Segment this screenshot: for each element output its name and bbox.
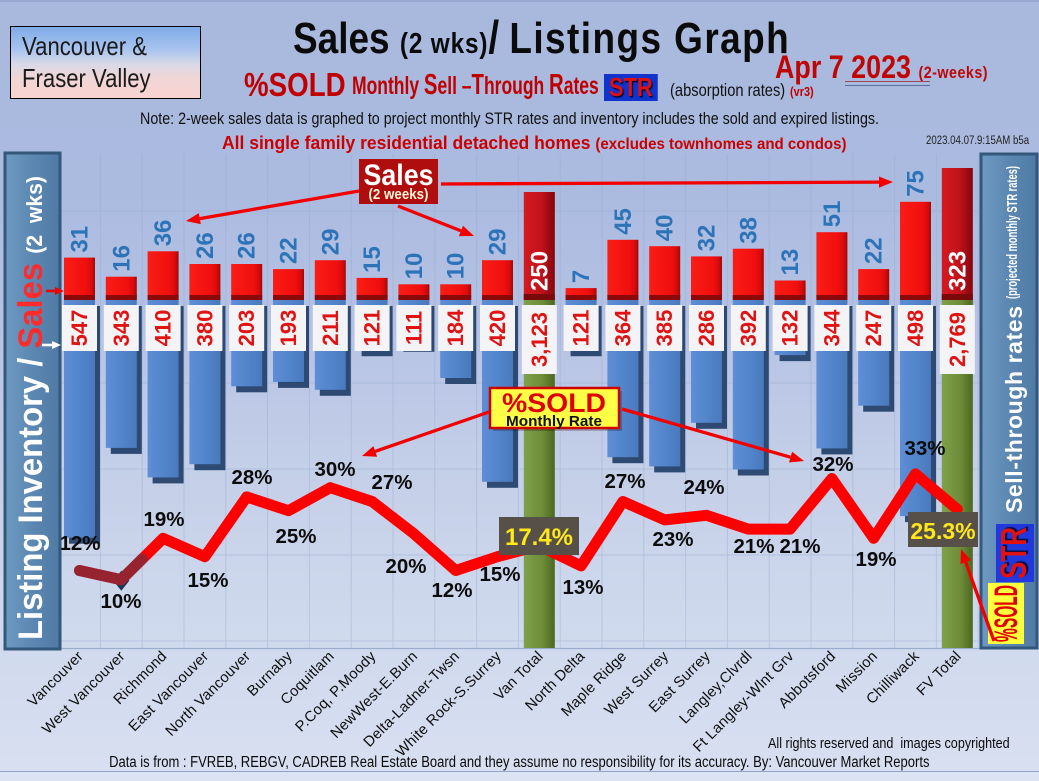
svg-text:17.4%: 17.4% bbox=[505, 524, 573, 551]
svg-text:19%: 19% bbox=[855, 548, 896, 571]
svg-text:121: 121 bbox=[360, 310, 385, 347]
svg-text:Sell-through rates: Sell-through rates bbox=[1001, 306, 1027, 513]
svg-text:(2 weeks): (2 weeks) bbox=[369, 186, 429, 203]
svg-text:10: 10 bbox=[401, 253, 428, 280]
svg-text:27%: 27% bbox=[371, 471, 412, 494]
svg-text:22: 22 bbox=[861, 237, 888, 264]
svg-text:21%: 21% bbox=[779, 535, 820, 558]
svg-text:29: 29 bbox=[485, 228, 512, 255]
svg-text:184: 184 bbox=[443, 309, 468, 346]
svg-text:%SOLD: %SOLD bbox=[502, 388, 606, 418]
svg-text:12%: 12% bbox=[59, 532, 100, 555]
svg-text:250: 250 bbox=[526, 251, 553, 291]
svg-text:7: 7 bbox=[568, 270, 595, 283]
svg-text:Monthly Rate: Monthly Rate bbox=[506, 413, 602, 430]
svg-text:23%: 23% bbox=[652, 528, 693, 551]
svg-text:Sales: Sales bbox=[364, 159, 434, 192]
svg-text:410: 410 bbox=[151, 310, 176, 347]
svg-text:344: 344 bbox=[819, 309, 844, 346]
svg-text:111: 111 bbox=[401, 311, 426, 345]
svg-text:31: 31 bbox=[67, 226, 94, 253]
svg-text:21%: 21% bbox=[733, 535, 774, 558]
svg-text:380: 380 bbox=[192, 310, 217, 347]
svg-text:13: 13 bbox=[777, 249, 804, 276]
svg-text:FV Total: FV Total bbox=[914, 649, 965, 700]
svg-text:498: 498 bbox=[903, 310, 928, 347]
svg-text:343: 343 bbox=[109, 310, 134, 347]
svg-text:32%: 32% bbox=[812, 453, 853, 476]
svg-text:420: 420 bbox=[485, 310, 510, 347]
svg-text:32: 32 bbox=[694, 225, 721, 252]
svg-text:25.3%: 25.3% bbox=[910, 518, 975, 544]
svg-text:25%: 25% bbox=[275, 525, 316, 548]
svg-text:33%: 33% bbox=[904, 437, 945, 460]
svg-text:15: 15 bbox=[359, 246, 386, 273]
svg-text:15%: 15% bbox=[187, 569, 228, 592]
svg-text:193: 193 bbox=[276, 310, 301, 347]
svg-text:323: 323 bbox=[944, 251, 971, 291]
svg-text:40: 40 bbox=[652, 214, 679, 241]
svg-text:19%: 19% bbox=[143, 508, 184, 531]
svg-text:20%: 20% bbox=[385, 555, 426, 578]
svg-text:22: 22 bbox=[276, 237, 303, 264]
svg-text:15%: 15% bbox=[479, 563, 520, 586]
svg-text:75: 75 bbox=[903, 170, 930, 197]
svg-text:13%: 13% bbox=[562, 576, 603, 599]
svg-text:364: 364 bbox=[610, 309, 635, 346]
svg-text:38: 38 bbox=[735, 217, 762, 244]
svg-text:(projected monthly STR rates): (projected monthly STR rates) bbox=[1004, 166, 1021, 299]
svg-text:Langley,Clvrdl: Langley,Clvrdl bbox=[677, 649, 756, 728]
svg-text:24%: 24% bbox=[683, 476, 724, 499]
svg-text:132: 132 bbox=[778, 310, 803, 347]
svg-text:203: 203 bbox=[234, 310, 259, 347]
svg-text:51: 51 bbox=[819, 200, 846, 227]
svg-text:286: 286 bbox=[694, 310, 719, 347]
svg-text:26: 26 bbox=[234, 232, 261, 259]
svg-text:29: 29 bbox=[317, 228, 344, 255]
svg-text:30%: 30% bbox=[314, 458, 355, 481]
svg-text:28%: 28% bbox=[231, 466, 272, 489]
svg-text:10%: 10% bbox=[100, 590, 141, 613]
svg-text:10: 10 bbox=[443, 253, 470, 280]
svg-text:211: 211 bbox=[318, 310, 343, 346]
svg-text:547: 547 bbox=[67, 310, 92, 347]
svg-text:121: 121 bbox=[569, 310, 594, 347]
svg-text:STR: STR bbox=[993, 527, 1034, 579]
svg-text:%SOLD: %SOLD bbox=[988, 585, 1024, 642]
svg-text:247: 247 bbox=[861, 310, 886, 347]
svg-text:385: 385 bbox=[652, 310, 677, 347]
svg-text:392: 392 bbox=[736, 310, 761, 347]
svg-text:45: 45 bbox=[610, 208, 637, 235]
svg-text:3,123: 3,123 bbox=[527, 312, 552, 367]
svg-text:12%: 12% bbox=[431, 579, 472, 602]
svg-text:27%: 27% bbox=[604, 470, 645, 493]
svg-text:16: 16 bbox=[108, 245, 135, 272]
svg-text:2,769: 2,769 bbox=[945, 312, 970, 367]
svg-text:36: 36 bbox=[150, 220, 177, 247]
svg-text:26: 26 bbox=[192, 232, 219, 259]
